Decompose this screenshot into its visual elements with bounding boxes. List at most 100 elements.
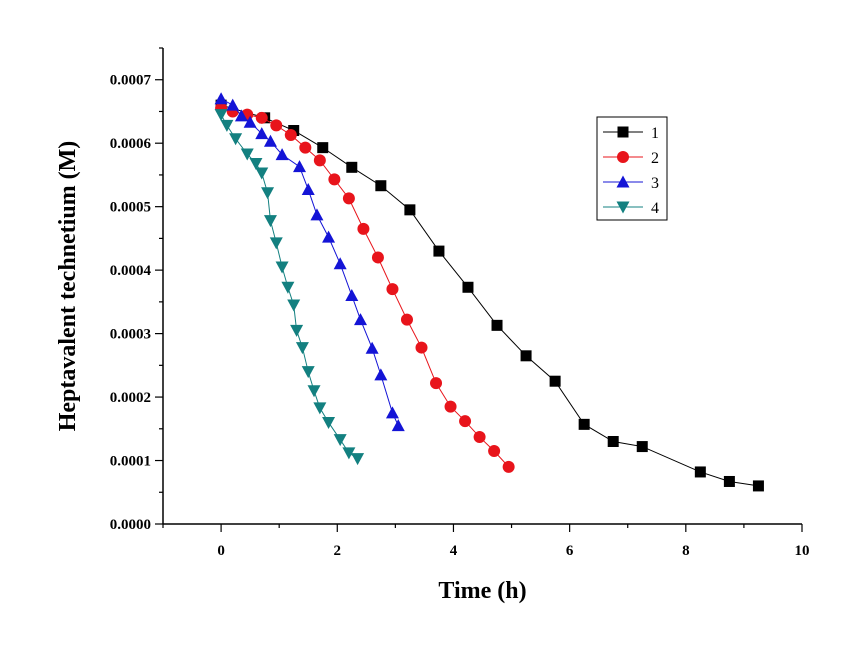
series-3-point: [354, 313, 368, 326]
series-4-point: [229, 133, 243, 146]
x-tick-label: 10: [795, 543, 810, 559]
series-2-point: [415, 341, 428, 354]
x-axis-title: Time (h): [438, 578, 526, 604]
axes: [162, 48, 802, 525]
y-tick-label: 0.0004: [110, 263, 152, 279]
series-2-point: [400, 313, 413, 326]
series-4-point: [220, 119, 234, 132]
series-1-point: [752, 480, 764, 492]
legend-item-4: 4: [603, 200, 659, 217]
series-1-point: [404, 204, 416, 216]
y-axis-title: Heptavalent technetium (M): [55, 141, 81, 432]
series-1-point: [549, 375, 561, 387]
series-2-point: [357, 222, 370, 235]
x-tick-label: 8: [682, 543, 690, 559]
series-2-point: [299, 141, 312, 154]
series-1-point: [433, 245, 445, 257]
series-1-point: [462, 281, 474, 293]
legend-item-1: 1: [603, 125, 659, 142]
series-4-point: [281, 281, 295, 294]
series-3-point: [310, 208, 324, 221]
series-4-point: [240, 148, 254, 161]
series-3-point: [263, 134, 277, 147]
legend-label: 1: [651, 125, 659, 142]
legend-marker: [617, 126, 629, 138]
series-2-point: [473, 431, 486, 444]
x-tick-label: 4: [450, 543, 458, 559]
x-tick-label: 6: [566, 543, 574, 559]
series-4-point: [263, 215, 277, 228]
series-4-point: [333, 434, 347, 447]
y-tick-label: 0.0003: [110, 327, 151, 343]
series-4-point: [275, 261, 289, 274]
series-4-point: [269, 237, 283, 250]
series-4-point: [342, 447, 356, 460]
series-1-point: [491, 319, 503, 331]
series-4: [214, 109, 365, 466]
series-3-point: [214, 92, 228, 105]
series-1-line: [220, 104, 759, 487]
series-3-point: [234, 109, 248, 122]
y-tick-label: 0.0007: [110, 73, 152, 89]
series-1-point: [723, 475, 735, 487]
series-2-point: [313, 154, 326, 167]
x-tick-label: 0: [217, 543, 225, 559]
legend-label: 3: [651, 175, 659, 192]
series-2-point: [284, 128, 297, 141]
series-3: [214, 92, 405, 432]
series-3-point: [293, 160, 307, 173]
series-1-point: [346, 161, 358, 173]
legend-marker: [617, 151, 629, 163]
series-2-point: [342, 192, 355, 205]
series-3-point: [374, 368, 388, 381]
series-1-point: [694, 466, 706, 478]
series-4-point: [287, 299, 301, 312]
series-3-point: [333, 257, 347, 270]
y-tick-label: 0.0005: [110, 200, 151, 216]
series-4-point: [295, 342, 309, 355]
series-1-point: [317, 142, 329, 154]
series-2-point: [328, 173, 341, 186]
series-1: [215, 99, 764, 492]
series-1-point: [607, 435, 619, 447]
legend-item-2: 2: [603, 150, 659, 167]
series-1-point: [375, 180, 387, 192]
series-3-point: [391, 419, 405, 432]
series-4-point: [313, 402, 327, 415]
series-2-point: [255, 111, 268, 124]
series-4-point: [351, 453, 365, 466]
series-2-point: [502, 460, 515, 473]
plot-area: [214, 92, 764, 492]
series-1-point: [520, 350, 532, 362]
series-1-point: [578, 418, 590, 430]
series-3-point: [243, 115, 257, 128]
series-3-point: [365, 341, 379, 354]
legend-box: [596, 116, 668, 221]
y-axis-ticks: 0.0000 0.0001 0.0002 0.0003 0.0004 0.0005 0.00…: [110, 47, 163, 533]
x-tick-label: 2: [334, 543, 342, 559]
series-4-point: [261, 187, 275, 200]
y-tick-label: 0.0006: [110, 136, 152, 152]
legend-label: 2: [651, 150, 659, 167]
y-tick-label: 0.0001: [110, 454, 151, 470]
legend: 1 2 3 4: [596, 116, 668, 221]
series-2-point: [386, 283, 399, 296]
series-2-point: [430, 377, 443, 390]
series-3-point: [301, 183, 315, 196]
series-3-point: [226, 98, 240, 111]
legend-item-3: 3: [603, 175, 659, 192]
series-4-point: [301, 366, 315, 379]
series-3-point: [385, 406, 399, 419]
series-3-point: [322, 230, 336, 243]
series-3-point: [275, 148, 289, 161]
series-2-point: [371, 251, 384, 264]
series-3-point: [255, 127, 269, 140]
series-4-point: [249, 158, 263, 171]
y-tick-label: 0.0000: [110, 517, 151, 533]
series-3-point: [345, 289, 359, 302]
legend-marker: [616, 175, 630, 188]
legend-marker: [616, 201, 630, 214]
series-2-point: [270, 119, 283, 132]
series-4-point: [307, 385, 321, 398]
series-4-point: [255, 167, 269, 180]
